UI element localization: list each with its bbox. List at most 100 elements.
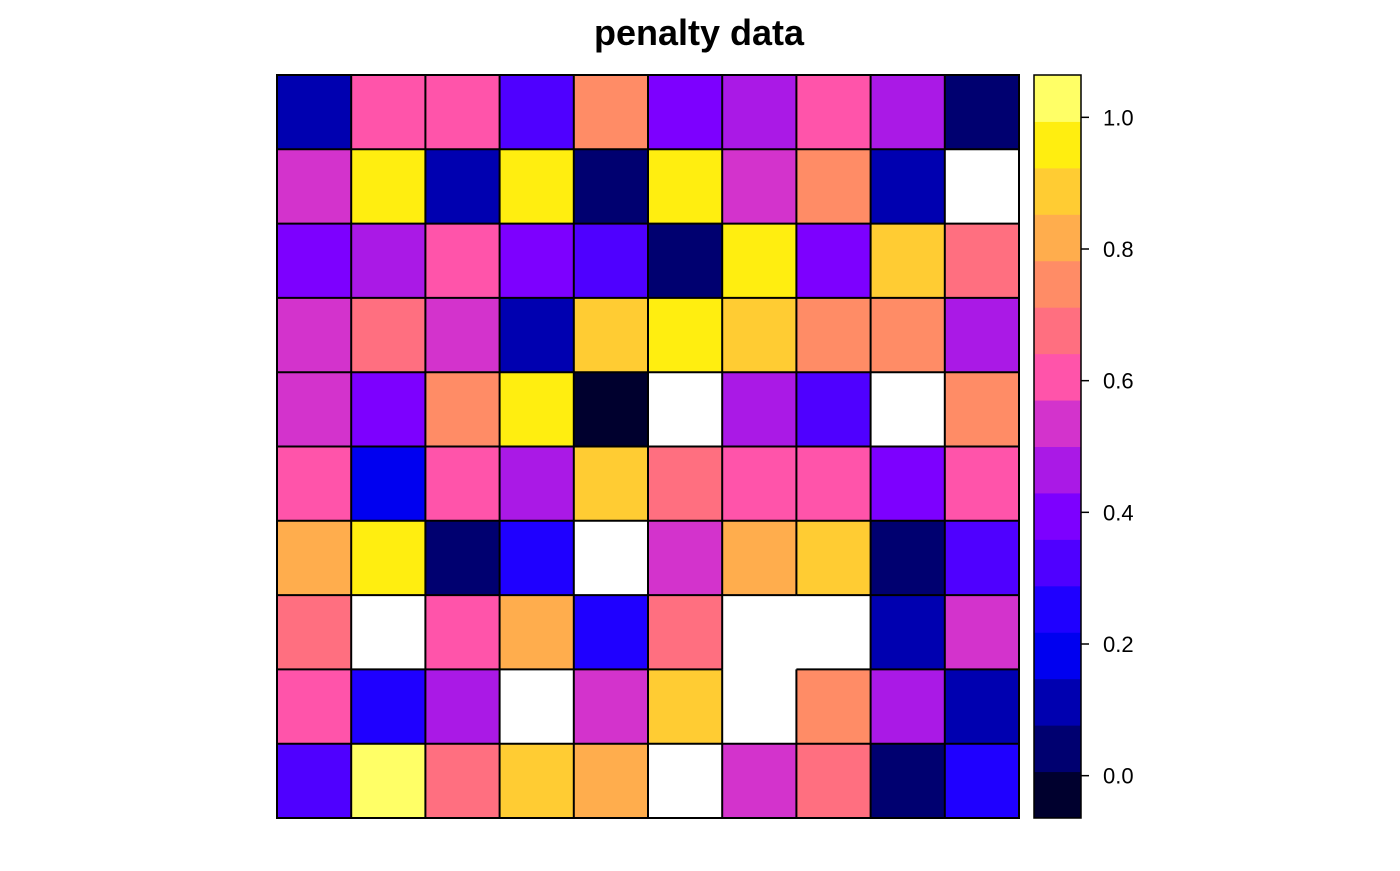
heatmap-cell <box>573 446 649 522</box>
colorbar-bin <box>1034 307 1081 355</box>
colorbar-tick-label: 0.0 <box>1103 764 1134 789</box>
heatmap-cell <box>648 372 723 447</box>
colorbar-bin <box>1034 75 1081 122</box>
colorbar-bin <box>1034 585 1081 633</box>
heatmap-cell <box>499 743 575 819</box>
heatmap-cell <box>722 595 797 670</box>
heatmap-cell <box>796 372 872 447</box>
heatmap-cell <box>648 223 723 299</box>
heatmap-cell <box>425 297 501 373</box>
heatmap-cell <box>573 149 649 225</box>
heatmap-cell <box>796 223 872 299</box>
heatmap-cell <box>870 520 946 596</box>
heatmap-cell <box>722 372 797 447</box>
heatmap-cell <box>648 75 723 150</box>
heatmap-cell <box>351 149 426 225</box>
heatmap-cell <box>648 595 723 670</box>
colorbar-bin <box>1034 214 1081 262</box>
heatmap-cell <box>944 520 1020 596</box>
heatmap-cell <box>722 669 797 745</box>
heatmap-cell <box>573 223 649 299</box>
colorbar-bin <box>1034 725 1081 773</box>
colorbar-tick-label: 0.8 <box>1103 237 1134 262</box>
heatmap-cell <box>573 372 649 447</box>
colorbar-tick-label: 0.6 <box>1103 369 1134 394</box>
heatmap-cell <box>796 520 872 596</box>
heatmap-cell <box>796 446 872 522</box>
colorbar-bin <box>1034 678 1081 726</box>
heatmap-cell <box>277 743 352 819</box>
heatmap-cell <box>425 743 501 819</box>
heatmap-cell <box>351 595 426 670</box>
colorbar-frame <box>1033 74 1082 819</box>
heatmap-cell <box>944 595 1020 670</box>
heatmap-cell <box>499 149 575 225</box>
heatmap-cell <box>870 446 946 522</box>
heatmap-cell <box>870 372 946 447</box>
heatmap-cell <box>944 223 1020 299</box>
heatmap-cell <box>796 75 872 150</box>
heatmap-cell <box>870 75 946 150</box>
heatmap-cell <box>648 669 723 745</box>
heatmap-cell <box>796 595 872 670</box>
heatmap-cell <box>499 446 575 522</box>
heatmap-cell <box>499 669 575 745</box>
heatmap-cell <box>722 446 797 522</box>
colorbar-bin <box>1034 400 1081 447</box>
heatmap-cell <box>870 297 946 373</box>
heatmap-cell <box>351 669 426 745</box>
colorbar-bin <box>1034 353 1081 401</box>
heatmap-cell <box>499 520 575 596</box>
heatmap-cell <box>425 446 501 522</box>
heatmap-cell <box>277 75 352 150</box>
heatmap-cell <box>870 743 946 819</box>
heatmap-cell <box>425 520 501 596</box>
heatmap-cell <box>870 223 946 299</box>
heatmap-cell <box>944 446 1020 522</box>
colorbar-bin <box>1034 121 1081 169</box>
heatmap-cell <box>648 446 723 522</box>
heatmap-cell <box>796 669 872 745</box>
heatmap-cell <box>573 520 649 596</box>
colorbar-bin <box>1034 492 1081 540</box>
heatmap-cell <box>944 297 1020 373</box>
colorbar-tick-label: 0.4 <box>1103 500 1134 525</box>
heatmap-cell <box>944 75 1020 150</box>
heatmap-cell <box>351 446 426 522</box>
colorbar-bin <box>1034 632 1081 680</box>
heatmap-cell <box>425 595 501 670</box>
heatmap-cell <box>425 372 501 447</box>
heatmap-cell-borders <box>277 75 1019 818</box>
heatmap-cell <box>277 520 352 596</box>
heatmap-cell <box>351 520 426 596</box>
heatmap-cell <box>722 297 797 373</box>
colorbar-tick-label: 0.2 <box>1103 632 1134 657</box>
colorbar-bin <box>1034 446 1081 494</box>
heatmap-cell <box>944 372 1020 447</box>
heatmap-cell <box>722 149 797 225</box>
heatmap-cell <box>796 297 872 373</box>
colorbar-bin <box>1034 260 1081 308</box>
heatmap-cell <box>499 372 575 447</box>
plot-frame <box>276 74 1020 819</box>
heatmap-cell <box>944 669 1020 745</box>
colorbar-tick-label: 1.0 <box>1103 105 1134 130</box>
heatmap-cell <box>351 372 426 447</box>
heatmap-cell <box>499 297 575 373</box>
heatmap-cell <box>425 223 501 299</box>
heatmap-cell <box>722 743 797 819</box>
heatmap-cell <box>722 75 797 150</box>
heatmap-cell <box>277 446 352 522</box>
heatmap-cell <box>870 149 946 225</box>
heatmap-cell <box>722 223 797 299</box>
heatmap-cell <box>722 520 797 596</box>
heatmap-cell <box>796 743 872 819</box>
heatmap-cells <box>277 75 1020 819</box>
heatmap-cell <box>499 595 575 670</box>
colorbar-bin <box>1034 771 1081 819</box>
heatmap-cell <box>944 743 1020 819</box>
heatmap-cell <box>277 372 352 447</box>
chart-title: penalty data <box>594 12 805 53</box>
heatmap-cell <box>870 669 946 745</box>
